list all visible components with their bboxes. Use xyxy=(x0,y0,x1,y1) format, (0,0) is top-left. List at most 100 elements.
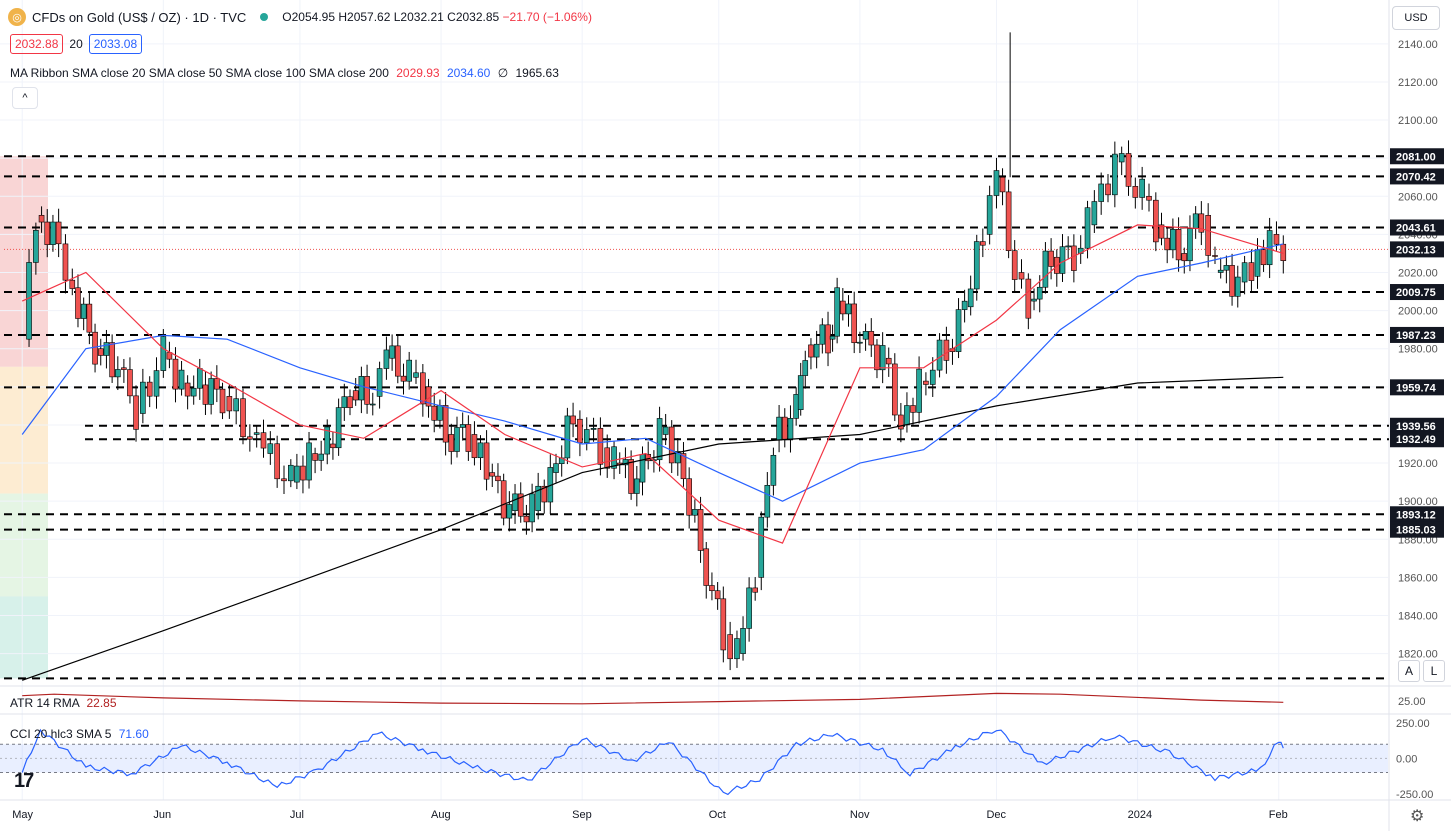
candle-body xyxy=(324,426,331,455)
candle-body xyxy=(746,587,752,629)
candle-body xyxy=(1059,246,1066,274)
atr-legend[interactable]: ATR 14 RMA 22.85 xyxy=(10,696,117,710)
candle-body xyxy=(459,424,466,428)
candle-body xyxy=(813,343,820,358)
tradingview-logo-icon: 17 xyxy=(14,770,34,792)
candle-body xyxy=(389,345,395,359)
candle-body xyxy=(885,357,892,365)
cci-tick-label: -250.00 xyxy=(1396,789,1433,801)
candle-body xyxy=(395,345,401,377)
candle-body xyxy=(1254,249,1261,277)
candle-body xyxy=(622,459,629,466)
level-label-bg xyxy=(1390,241,1444,258)
candle-body xyxy=(1048,250,1054,267)
candle-body xyxy=(955,309,962,352)
price-tick-label: 2140.00 xyxy=(1398,39,1438,51)
time-label: Sep xyxy=(572,809,592,821)
candle-body xyxy=(306,442,312,481)
candle-body xyxy=(184,382,191,397)
candle-body xyxy=(109,342,115,378)
candle-body xyxy=(33,229,39,263)
candle-body xyxy=(1146,195,1152,201)
candle-body xyxy=(500,480,507,519)
level-label-bg xyxy=(1390,431,1444,448)
candle-body xyxy=(1105,183,1111,196)
candle-body xyxy=(862,331,869,340)
candle-body xyxy=(825,324,831,354)
candle-body xyxy=(437,405,443,421)
candle-body xyxy=(923,380,929,385)
candle-body xyxy=(1118,153,1125,163)
atr-label: ATR 14 RMA xyxy=(10,696,80,710)
candle-body xyxy=(1132,186,1139,198)
candle-body xyxy=(845,303,852,315)
price-tick-label: 2000.00 xyxy=(1398,306,1438,318)
candle-body xyxy=(172,358,179,390)
time-label: May xyxy=(12,809,33,821)
candle-body xyxy=(797,375,804,410)
bid-ask: 2032.88 20 2033.08 xyxy=(10,34,143,54)
candle-body xyxy=(92,331,98,365)
candle-body xyxy=(1139,178,1145,198)
ask-price[interactable]: 2033.08 xyxy=(88,34,143,54)
candle-body xyxy=(564,415,571,459)
ma-ribbon-label: MA Ribbon SMA close 20 SMA close 50 SMA … xyxy=(10,66,389,80)
zone-0 xyxy=(0,156,48,367)
cci-value: 71.60 xyxy=(118,727,149,741)
time-label: Oct xyxy=(709,809,726,821)
candle-body xyxy=(178,369,185,390)
collapse-legend-button[interactable]: ^ xyxy=(12,87,38,109)
candle-body xyxy=(758,516,765,578)
bid-price[interactable]: 2032.88 xyxy=(10,34,64,54)
candle-body xyxy=(369,403,376,406)
candle-body xyxy=(202,384,209,405)
candle-body xyxy=(1018,272,1025,280)
candle-body xyxy=(611,446,617,469)
candle-body xyxy=(483,442,490,480)
candle-body xyxy=(97,348,104,356)
time-label: 2024 xyxy=(1128,809,1152,821)
level-label-bg xyxy=(1390,219,1444,236)
candle-body xyxy=(294,465,300,483)
candle-body xyxy=(247,436,253,440)
candle-body xyxy=(281,478,287,482)
candle-body xyxy=(196,368,203,389)
candle-body xyxy=(1192,213,1199,229)
candle-body xyxy=(127,369,133,397)
candle-body xyxy=(420,372,426,405)
level-label: 1959.74 xyxy=(1396,382,1437,394)
candle-body xyxy=(541,485,548,503)
ohlc-readout: O2054.95 H2057.62 L2032.21 C2032.85 −21.… xyxy=(282,10,592,24)
ma-ribbon-legend[interactable]: MA Ribbon SMA close 20 SMA close 50 SMA … xyxy=(10,66,559,80)
auto-scale-button[interactable]: A xyxy=(1398,660,1420,682)
level-label-bg xyxy=(1390,417,1444,434)
chart-header: ◎ CFDs on Gold (US$ / OZ) · 1D · TVC O20… xyxy=(8,8,592,26)
candle-body xyxy=(764,485,771,518)
candle-body xyxy=(891,363,898,416)
candle-body xyxy=(1084,207,1091,249)
candle-body xyxy=(260,432,267,449)
candle-body xyxy=(740,628,746,654)
candle-body xyxy=(898,414,904,430)
candle-body xyxy=(465,424,472,452)
level-label: 2043.61 xyxy=(1396,223,1436,235)
candle-body xyxy=(489,472,496,477)
candle-body xyxy=(929,369,936,385)
candle-body xyxy=(442,405,449,443)
candle-body xyxy=(190,387,197,397)
sma100-value: ∅ xyxy=(497,66,509,80)
candle-body xyxy=(662,426,669,435)
symbol-title[interactable]: CFDs on Gold (US$ / OZ) · 1D · TVC xyxy=(32,9,247,25)
candle-body xyxy=(535,485,541,511)
price-tick-label: 1920.00 xyxy=(1398,458,1438,470)
candle-body xyxy=(714,590,721,600)
gear-icon[interactable]: ⚙ xyxy=(1410,808,1425,825)
currency-selector[interactable]: USD xyxy=(1392,6,1440,30)
atr-tick-label: 25.00 xyxy=(1398,696,1426,708)
log-scale-button[interactable]: L xyxy=(1423,660,1445,682)
cci-legend[interactable]: CCI 20 hlc3 SMA 5 71.60 xyxy=(10,727,149,741)
level-label-bg xyxy=(1390,168,1444,185)
candle-body xyxy=(1175,229,1182,261)
candle-body xyxy=(1005,191,1012,251)
